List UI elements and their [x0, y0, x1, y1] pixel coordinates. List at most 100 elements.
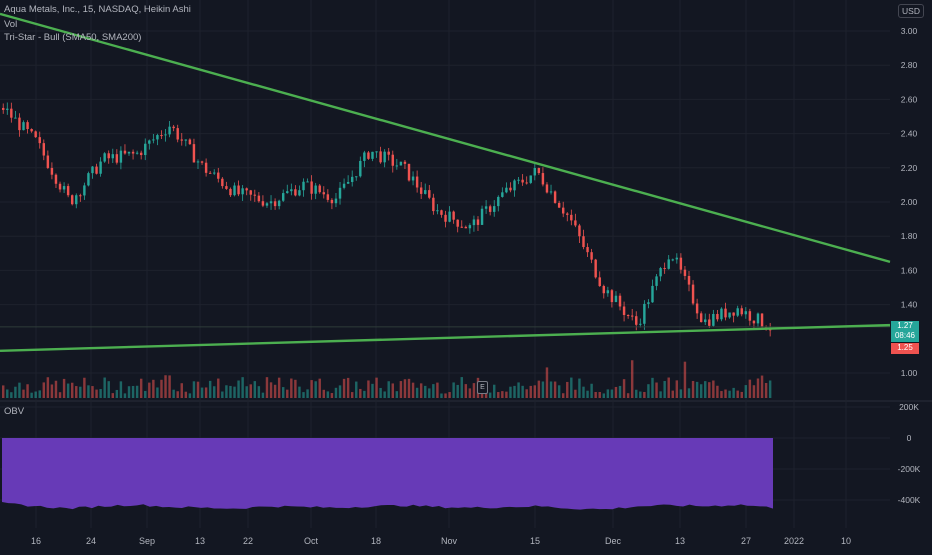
candle-body [99, 161, 102, 174]
indicator-legend[interactable]: Tri-Star - Bull (SMA50, SMA200) [4, 32, 142, 43]
volume-bar [639, 391, 642, 398]
currency-badge[interactable]: USD [898, 4, 924, 18]
volume-bar [326, 391, 330, 398]
volume-bar [221, 391, 224, 398]
candle-body [578, 225, 581, 237]
volume-bar [497, 392, 500, 398]
candle-body [468, 225, 472, 229]
candle-body [383, 151, 386, 163]
volume-bar [46, 377, 50, 398]
volume-bar [139, 378, 143, 398]
candle-body [306, 181, 309, 183]
candle-body [330, 199, 334, 204]
candle-body [574, 220, 577, 226]
volume-bar [253, 381, 257, 398]
volume-bar [156, 387, 159, 398]
candle-body [407, 163, 411, 181]
obv-legend[interactable]: OBV [4, 406, 25, 417]
volume-bar [160, 379, 163, 398]
candle-body [448, 211, 451, 222]
candle-body [75, 195, 78, 205]
volume-bar [456, 384, 459, 398]
candle-body [342, 183, 346, 188]
candle-body [582, 236, 585, 248]
candle-body [245, 188, 248, 191]
last-price-value: 1.27 [897, 321, 913, 330]
volume-bar [720, 391, 723, 398]
x-tick-label: Oct [304, 536, 319, 546]
volume-bar [91, 386, 94, 398]
candle-body [152, 139, 155, 141]
candle-body [460, 226, 463, 228]
volume-bar [407, 378, 411, 398]
candle-body [261, 201, 265, 206]
candle-body [107, 153, 110, 159]
volume-legend[interactable]: Vol [4, 19, 18, 30]
candle-body [415, 176, 419, 188]
candle-body [521, 179, 524, 183]
support-trendline [0, 323, 891, 352]
candle-body [728, 312, 731, 318]
volume-bar [302, 392, 305, 398]
candle-body [168, 126, 171, 135]
volume-bar [217, 378, 220, 398]
candle-body [586, 247, 589, 253]
y-tick-label: 3.00 [901, 26, 918, 36]
candle-body [736, 308, 739, 316]
obv-tick-label: -200K [898, 464, 921, 474]
volume-bar [728, 390, 731, 398]
volume-bar [310, 380, 313, 398]
candle-body [290, 189, 293, 192]
candle-body [318, 185, 321, 193]
volume-bar [525, 389, 528, 398]
candle-body [176, 128, 179, 140]
candle-body [30, 129, 33, 132]
volume-bar [606, 389, 610, 398]
obv-tick-label: 0 [907, 433, 912, 443]
candle-body [346, 181, 350, 184]
candle-body [115, 154, 119, 163]
candle-body [54, 174, 58, 184]
volume-bar [338, 385, 342, 398]
volume-bar [764, 382, 768, 398]
y-tick-label: 1.40 [901, 300, 918, 310]
candle-body [286, 191, 289, 194]
candle-body [501, 192, 504, 197]
volume-bar [99, 389, 102, 398]
volume-bar [647, 384, 650, 398]
candle-body [14, 117, 17, 119]
candle-body [452, 211, 455, 220]
candle-body [144, 143, 147, 156]
candle-body [476, 219, 480, 225]
symbol-legend[interactable]: Aqua Metals, Inc., 15, NASDAQ, Heikin As… [4, 4, 191, 15]
candle-body [444, 214, 447, 222]
volume-bar [399, 381, 403, 398]
x-tick-label: 22 [243, 536, 253, 546]
candle-body [70, 195, 74, 205]
y-tick-label: 2.00 [901, 197, 918, 207]
earnings-marker-icon[interactable]: E [477, 381, 488, 394]
volume-bar [383, 391, 386, 398]
x-tick-label: 18 [371, 536, 381, 546]
volume-bar [610, 389, 614, 398]
volume-bar [452, 382, 455, 398]
candle-body [424, 190, 427, 194]
candle-body [310, 181, 313, 194]
volume-bar [204, 387, 208, 398]
volume-bar [630, 360, 634, 398]
volume-bar [553, 381, 557, 398]
candle-body [91, 166, 94, 174]
candle-body [635, 316, 638, 325]
candle-body [505, 187, 508, 193]
volume-bar [744, 385, 748, 398]
volume-bar [148, 382, 151, 398]
candle-body [103, 153, 106, 162]
candle-body [334, 198, 338, 204]
x-tick-label: 24 [86, 536, 96, 546]
volume-bar [655, 382, 658, 398]
volume-bar [10, 392, 13, 398]
volume-bar [261, 392, 265, 398]
volume-bar [192, 381, 196, 398]
